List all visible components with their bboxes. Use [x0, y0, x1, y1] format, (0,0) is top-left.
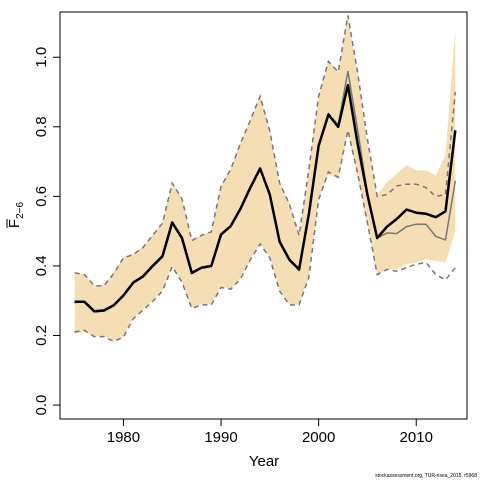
y-axis: 0.0 0.2 0.4 0.6 0.8 1.0: [33, 47, 60, 416]
y-tick-label-1.0: 1.0: [33, 47, 50, 68]
y-axis-title: F2−6: [6, 201, 26, 228]
y-axis-title-main: F: [6, 219, 23, 228]
x-tick-label-2000: 2000: [302, 429, 335, 446]
previous-lower-bound-line: [74, 130, 456, 343]
x-tick-label-1990: 1990: [204, 429, 237, 446]
y-tick-label-0.8: 0.8: [33, 116, 50, 137]
x-axis-title: Year: [249, 453, 279, 470]
y-tick-label-0.0: 0.0: [33, 395, 50, 416]
estimate-line: [74, 83, 457, 313]
y-tick-label-0.6: 0.6: [33, 186, 50, 207]
x-tick-label-1980: 1980: [107, 429, 140, 446]
source-credit: stockassessment.org, TUR-nsea_2015, r596…: [375, 473, 477, 479]
x-tick-label-2010: 2010: [400, 429, 433, 446]
svg-text:F2−6: F2−6: [6, 201, 26, 228]
y-tick-label-0.4: 0.4: [33, 255, 50, 276]
y-tick-label-0.2: 0.2: [33, 325, 50, 346]
plot-frame: [59, 11, 468, 420]
series-line-layer: [74, 15, 457, 343]
y-axis-title-subscript: 2−6: [15, 201, 26, 218]
previous-upper-bound-line: [74, 15, 457, 287]
x-axis: 1980 1990 2000 2010: [107, 419, 433, 446]
